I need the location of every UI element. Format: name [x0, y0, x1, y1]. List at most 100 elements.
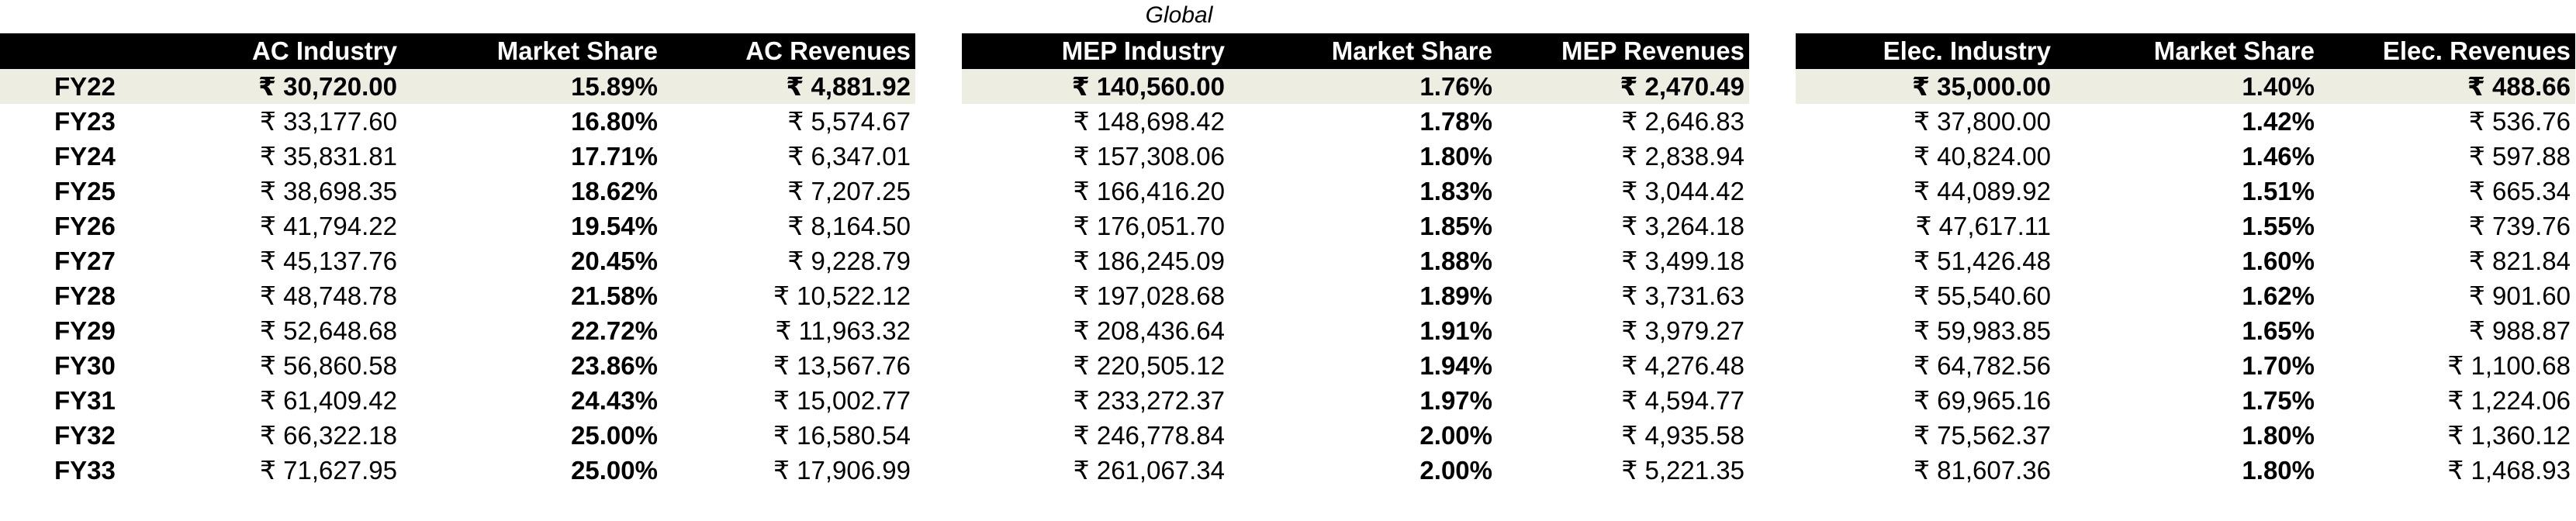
mep-industry-cell: ₹ 186,245.09: [1073, 247, 1225, 275]
elec-table: Elec. Industry Market Share Elec. Revenu…: [1796, 33, 2575, 488]
table-row: ₹ 157,308.06 1.80% ₹ 2,838.94: [962, 139, 1749, 174]
year-cell: FY29: [54, 316, 116, 345]
ac-industry-cell: ₹ 52,648.68: [260, 316, 397, 345]
mep-share-cell: 1.88%: [1419, 247, 1492, 275]
year-cell: FY33: [54, 456, 116, 485]
table-row: ₹ 148,698.42 1.78% ₹ 2,646.83: [962, 104, 1749, 139]
table-row: ₹ 246,778.84 2.00% ₹ 4,935.58: [962, 418, 1749, 453]
table-row: ₹ 75,562.37 1.80% ₹ 1,360.12: [1796, 418, 2575, 453]
year-cell: FY25: [54, 177, 116, 205]
elec-revenue-cell: ₹ 988.87: [2468, 316, 2571, 345]
mep-industry-cell: ₹ 246,778.84: [1073, 421, 1225, 450]
table-row: FY28 ₹ 48,748.78 21.58% ₹ 10,522.12: [0, 278, 915, 313]
mep-revenue-cell: ₹ 3,044.42: [1621, 177, 1744, 205]
table-row: ₹ 186,245.09 1.88% ₹ 3,499.18: [962, 243, 1749, 278]
elec-industry-cell: ₹ 35,000.00: [1912, 72, 2051, 101]
mep-header-revenue: MEP Revenues: [1497, 33, 1749, 69]
mep-industry-cell: ₹ 176,051.70: [1073, 212, 1225, 240]
mep-industry-cell: ₹ 140,560.00: [1071, 72, 1225, 101]
mep-revenue-cell: ₹ 4,594.77: [1621, 386, 1744, 415]
mep-industry-cell: ₹ 261,067.34: [1073, 456, 1225, 485]
table-row: ₹ 140,560.00 1.76% ₹ 2,470.49: [962, 69, 1749, 104]
table-row: ₹ 233,272.37 1.97% ₹ 4,594.77: [962, 383, 1749, 418]
table-row: FY25 ₹ 38,698.35 18.62% ₹ 7,207.25: [0, 174, 915, 209]
ac-industry-cell: ₹ 61,409.42: [260, 386, 397, 415]
elec-industry-cell: ₹ 44,089.92: [1914, 177, 2051, 205]
elec-revenue-cell: ₹ 536.76: [2468, 107, 2571, 136]
ac-share-cell: 17.71%: [571, 142, 658, 171]
ac-share-cell: 18.62%: [571, 177, 658, 205]
table-row: FY26 ₹ 41,794.22 19.54% ₹ 8,164.50: [0, 209, 915, 243]
elec-share-cell: 1.60%: [2242, 247, 2315, 275]
table-row: FY29 ₹ 52,648.68 22.72% ₹ 11,963.32: [0, 313, 915, 348]
mep-table: MEP Industry Market Share MEP Revenues ₹…: [962, 33, 1749, 488]
ac-industry-cell: ₹ 41,794.22: [260, 212, 397, 240]
elec-header-revenue: Elec. Revenues: [2319, 33, 2575, 69]
ac-share-cell: 25.00%: [571, 456, 658, 485]
table-row: ₹ 166,416.20 1.83% ₹ 3,044.42: [962, 174, 1749, 209]
year-cell: FY26: [54, 212, 116, 240]
elec-industry-cell: ₹ 51,426.48: [1914, 247, 2051, 275]
table-row: ₹ 208,436.64 1.91% ₹ 3,979.27: [962, 313, 1749, 348]
mep-industry-cell: ₹ 220,505.12: [1073, 351, 1225, 380]
table-row: FY23 ₹ 33,177.60 16.80% ₹ 5,574.67: [0, 104, 915, 139]
table-row: FY24 ₹ 35,831.81 17.71% ₹ 6,347.01: [0, 139, 915, 174]
elec-share-cell: 1.40%: [2242, 72, 2315, 101]
table-row: ₹ 220,505.12 1.94% ₹ 4,276.48: [962, 348, 1749, 383]
elec-header-share: Market Share: [2056, 33, 2319, 69]
ac-revenue-cell: ₹ 4,881.92: [786, 72, 911, 101]
mep-share-cell: 1.78%: [1419, 107, 1492, 136]
elec-revenue-cell: ₹ 901.60: [2468, 281, 2571, 310]
mep-industry-cell: ₹ 157,308.06: [1073, 142, 1225, 171]
elec-revenue-cell: ₹ 739.76: [2468, 212, 2571, 240]
elec-revenue-cell: ₹ 488.66: [2467, 72, 2571, 101]
elec-industry-cell: ₹ 75,562.37: [1914, 421, 2051, 450]
table-row: FY22 ₹ 30,720.00 15.89% ₹ 4,881.92: [0, 69, 915, 104]
table-row: ₹ 47,617.11 1.55% ₹ 739.76: [1796, 209, 2575, 243]
elec-revenue-cell: ₹ 1,100.68: [2447, 351, 2571, 380]
year-cell: FY32: [54, 421, 116, 450]
table-row: ₹ 261,067.34 2.00% ₹ 5,221.35: [962, 453, 1749, 488]
ac-revenue-cell: ₹ 9,228.79: [787, 247, 911, 275]
mep-industry-cell: ₹ 197,028.68: [1073, 281, 1225, 310]
mep-revenue-cell: ₹ 2,646.83: [1621, 107, 1744, 136]
ac-header-revenue: AC Revenues: [662, 33, 915, 69]
mep-revenue-cell: ₹ 5,221.35: [1621, 456, 1744, 485]
ac-industry-cell: ₹ 35,831.81: [260, 142, 397, 171]
year-cell: FY30: [54, 351, 116, 380]
ac-share-cell: 24.43%: [571, 386, 658, 415]
elec-share-cell: 1.75%: [2242, 386, 2315, 415]
ac-industry-cell: ₹ 33,177.60: [260, 107, 397, 136]
elec-revenue-cell: ₹ 1,468.93: [2447, 456, 2571, 485]
ac-table: AC Industry Market Share AC Revenues FY2…: [0, 33, 915, 488]
ac-revenue-cell: ₹ 7,207.25: [787, 177, 911, 205]
mep-industry-cell: ₹ 166,416.20: [1073, 177, 1225, 205]
ac-revenue-cell: ₹ 8,164.50: [787, 212, 911, 240]
year-cell: FY22: [54, 72, 116, 101]
mep-share-cell: 1.91%: [1419, 316, 1492, 345]
elec-share-cell: 1.55%: [2242, 212, 2315, 240]
ac-header-year: [0, 33, 225, 69]
mep-header-industry: MEP Industry: [962, 33, 1229, 69]
mep-share-cell: 1.85%: [1419, 212, 1492, 240]
elec-revenue-cell: ₹ 665.34: [2468, 177, 2571, 205]
elec-share-cell: 1.51%: [2242, 177, 2315, 205]
year-cell: FY23: [54, 107, 116, 136]
elec-industry-cell: ₹ 59,983.85: [1914, 316, 2051, 345]
elec-header-industry: Elec. Industry: [1796, 33, 2056, 69]
mep-industry-cell: ₹ 233,272.37: [1073, 386, 1225, 415]
table-row: ₹ 197,028.68 1.89% ₹ 3,731.63: [962, 278, 1749, 313]
ac-share-cell: 23.86%: [571, 351, 658, 380]
ac-industry-cell: ₹ 66,322.18: [260, 421, 397, 450]
ac-revenue-cell: ₹ 6,347.01: [787, 142, 911, 171]
year-cell: FY24: [54, 142, 116, 171]
elec-revenue-cell: ₹ 1,360.12: [2447, 421, 2571, 450]
mep-revenue-cell: ₹ 4,276.48: [1621, 351, 1744, 380]
ac-revenue-cell: ₹ 16,580.54: [773, 421, 911, 450]
table-row: FY30 ₹ 56,860.58 23.86% ₹ 13,567.76: [0, 348, 915, 383]
mep-header-row: MEP Industry Market Share MEP Revenues: [962, 33, 1749, 69]
mep-share-cell: 1.80%: [1419, 142, 1492, 171]
elec-industry-cell: ₹ 64,782.56: [1914, 351, 2051, 380]
ac-industry-cell: ₹ 56,860.58: [260, 351, 397, 380]
table-row: ₹ 176,051.70 1.85% ₹ 3,264.18: [962, 209, 1749, 243]
